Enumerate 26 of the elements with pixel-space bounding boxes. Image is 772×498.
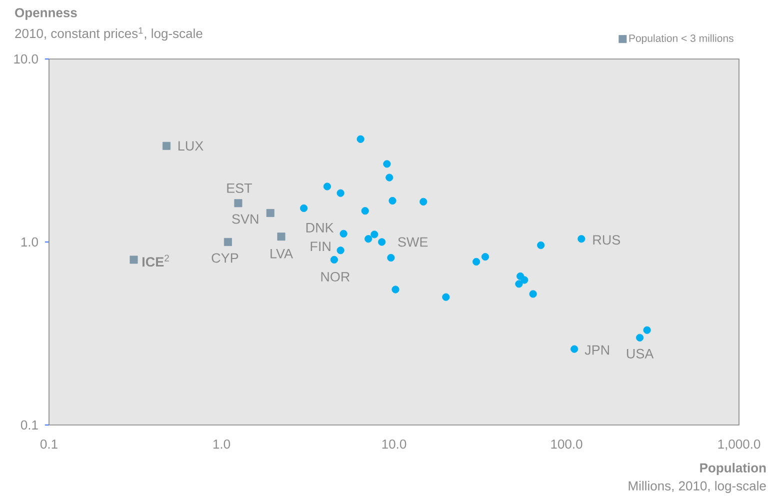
annotation: CYP (212, 253, 238, 263)
text: Millions, 2010, log-scale (628, 480, 766, 494)
annotation: RUS (593, 235, 620, 245)
x-axis-title: Population (700, 462, 766, 476)
y-tick-label: 0.1 (20, 420, 38, 430)
x-tick-label: 10.0 (382, 440, 406, 449)
y-tick-label: 1.0 (21, 237, 38, 247)
annotation: SWE (398, 237, 428, 247)
annotation: LVA (270, 248, 293, 258)
annotation: SVN (232, 214, 258, 224)
annotation: FIN (310, 242, 330, 252)
annotation: DNK (306, 223, 334, 232)
annotation: NOR (321, 272, 350, 282)
annotation: ICE$^{2}$ (142, 254, 169, 267)
annotation: JPN (584, 345, 609, 355)
x-tick-label: 1,000.0 (718, 440, 760, 450)
x-tick-label: 0.1 (40, 440, 58, 449)
x-tick-label: 1.0 (213, 440, 230, 449)
legend-label: Population < 3 millions (629, 34, 734, 44)
annotation: EST (227, 183, 252, 193)
annotation: USA (626, 348, 654, 358)
x-tick-label: 100.0 (551, 440, 582, 449)
chart-title: Openness (15, 8, 77, 20)
y-tick-label: 10.0 (14, 54, 38, 64)
chart-subtitle: 2010, constant prices$^{1}$, log-scale (15, 27, 202, 41)
annotation: LUX (178, 141, 204, 151)
